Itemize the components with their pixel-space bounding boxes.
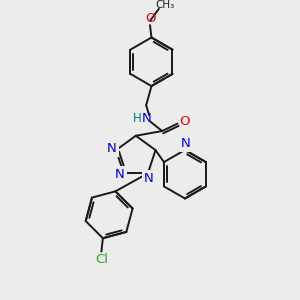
Text: CH₃: CH₃ (156, 0, 175, 10)
Text: O: O (179, 116, 189, 128)
Text: N: N (144, 172, 153, 185)
Text: N: N (181, 137, 191, 150)
Text: N: N (115, 168, 125, 181)
Text: N: N (107, 142, 117, 155)
Text: H: H (133, 112, 142, 124)
Text: Cl: Cl (95, 253, 108, 266)
Text: O: O (145, 12, 155, 25)
Text: N: N (141, 112, 151, 125)
